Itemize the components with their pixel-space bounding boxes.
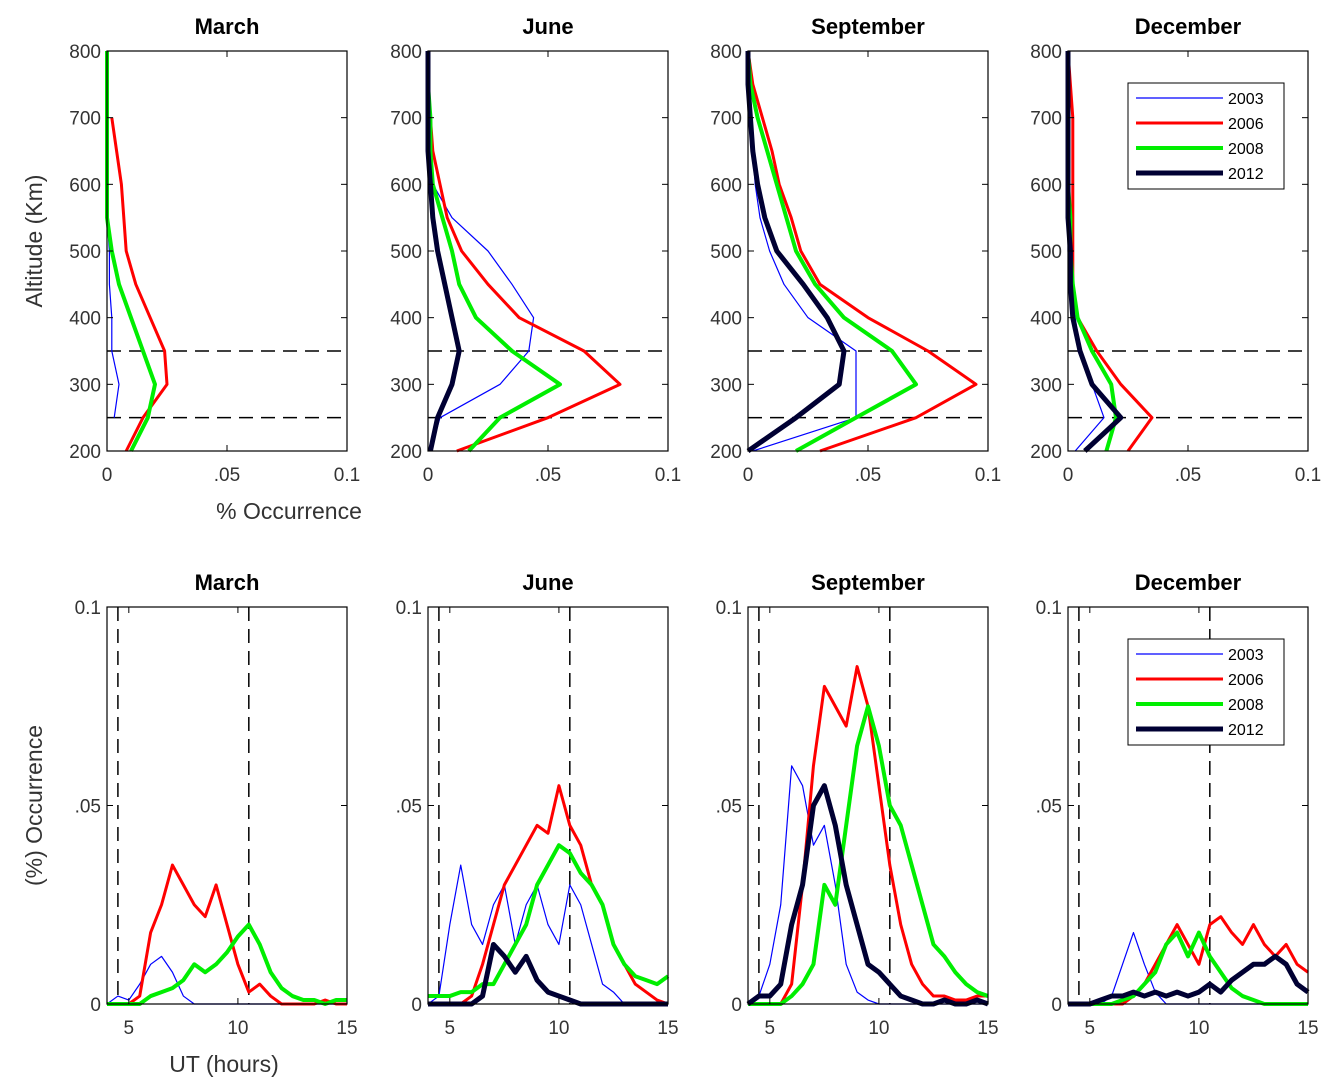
legend-label: 2003 (1228, 647, 1264, 664)
plot-area (428, 607, 668, 1004)
y-tick-label: 300 (69, 375, 101, 396)
x-tick-label: 0.1 (655, 465, 681, 486)
y-tick-label: .05 (75, 797, 101, 818)
series-line (428, 843, 670, 999)
y-tick-label: 600 (1030, 175, 1062, 196)
y-tick-label: 600 (69, 175, 101, 196)
y-tick-label: .05 (1036, 797, 1062, 818)
y-tick-label: 0.1 (1036, 598, 1062, 619)
series-line (746, 783, 989, 1007)
y-tick-label: 800 (390, 42, 422, 63)
x-tick-label: 0.1 (1295, 465, 1321, 486)
legend-label: 2008 (1228, 697, 1264, 714)
y-tick-label: 200 (710, 442, 742, 463)
y-tick-label: 500 (710, 242, 742, 263)
x-tick-label: .05 (214, 465, 240, 486)
x-tick-label: .05 (535, 465, 561, 486)
y-tick-label: 700 (1030, 109, 1062, 130)
x-tick-label: 15 (977, 1018, 998, 1039)
chart-title: December (1135, 14, 1242, 39)
y-tick-label: 0.1 (75, 598, 101, 619)
x-tick-label: .05 (1175, 465, 1201, 486)
plot-area (748, 607, 988, 1004)
x-tick-label: 15 (336, 1018, 357, 1039)
x-tick-label: 0 (743, 465, 754, 486)
y-tick-label: 500 (69, 242, 101, 263)
y-tick-label: 200 (390, 442, 422, 463)
y-tick-label: 500 (390, 242, 422, 263)
legend-label: 2006 (1228, 116, 1264, 133)
x-tick-label: 5 (765, 1018, 776, 1039)
series-line (110, 117, 169, 452)
x-tick-label: 5 (124, 1018, 135, 1039)
y-tick-label: 800 (69, 42, 101, 63)
series-line (746, 50, 978, 453)
x-tick-label: 0.1 (334, 465, 360, 486)
x-tick-label: 0.1 (975, 465, 1001, 486)
series-line (107, 922, 347, 1006)
y-tick-label: .05 (716, 797, 742, 818)
y-tick-label: 400 (710, 309, 742, 330)
legend-label: 2003 (1228, 91, 1264, 108)
plot-area (107, 51, 347, 451)
y-tick-label: 200 (69, 442, 101, 463)
y-tick-label: 300 (1030, 375, 1062, 396)
legend-label: 2012 (1228, 722, 1264, 739)
series-line (1068, 953, 1310, 1007)
x-tick-label: 0 (1063, 465, 1074, 486)
x-tick-label: 5 (445, 1018, 456, 1039)
x-axis-label: % Occurrence (216, 498, 362, 524)
y-tick-label: 0.1 (396, 598, 422, 619)
y-tick-label: 700 (390, 109, 422, 130)
chart-title: June (522, 570, 573, 595)
y-tick-label: 600 (390, 175, 422, 196)
series-line (746, 50, 918, 453)
y-tick-label: 0 (1051, 995, 1062, 1016)
y-tick-label: .05 (396, 797, 422, 818)
y-tick-label: 300 (390, 375, 422, 396)
x-tick-label: .05 (855, 465, 881, 486)
y-tick-label: 400 (69, 309, 101, 330)
y-tick-label: 400 (390, 309, 422, 330)
y-tick-label: 300 (710, 375, 742, 396)
chart-title: June (522, 14, 573, 39)
x-tick-label: 10 (1188, 1018, 1209, 1039)
x-axis-label: UT (hours) (169, 1051, 279, 1077)
y-tick-label: 800 (710, 42, 742, 63)
chart-title: September (811, 14, 925, 39)
y-tick-label: 800 (1030, 42, 1062, 63)
plot-area (748, 51, 988, 451)
series-line (748, 704, 989, 1006)
x-tick-label: 10 (227, 1018, 248, 1039)
y-tick-label: 0 (90, 995, 101, 1016)
y-tick-label: 0 (731, 995, 742, 1016)
y-axis-label: (%) Occurrence (21, 725, 47, 886)
y-tick-label: 500 (1030, 242, 1062, 263)
y-tick-label: 0 (411, 995, 422, 1016)
x-tick-label: 0 (102, 465, 113, 486)
chart-title: March (195, 14, 260, 39)
y-tick-label: 700 (69, 109, 101, 130)
legend-label: 2012 (1228, 166, 1264, 183)
chart-title: December (1135, 570, 1242, 595)
legend-label: 2008 (1228, 141, 1264, 158)
y-axis-label: Altitude (Km) (21, 175, 47, 308)
x-tick-label: 0 (423, 465, 434, 486)
y-tick-label: 700 (710, 109, 742, 130)
x-tick-label: 15 (657, 1018, 678, 1039)
chart-title: March (195, 570, 260, 595)
y-tick-label: 400 (1030, 309, 1062, 330)
plot-area (428, 51, 668, 451)
x-tick-label: 5 (1085, 1018, 1096, 1039)
x-tick-label: 15 (1297, 1018, 1318, 1039)
y-tick-label: 0.1 (716, 598, 742, 619)
y-tick-label: 600 (710, 175, 742, 196)
y-tick-label: 200 (1030, 442, 1062, 463)
chart-title: September (811, 570, 925, 595)
plot-area (107, 607, 347, 1004)
x-tick-label: 10 (868, 1018, 889, 1039)
legend-label: 2006 (1228, 672, 1264, 689)
x-tick-label: 10 (548, 1018, 569, 1039)
